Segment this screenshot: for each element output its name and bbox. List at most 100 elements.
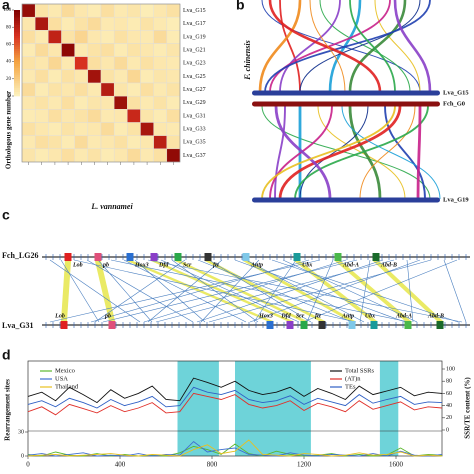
ortholog-band <box>335 261 411 321</box>
synteny-link <box>261 105 396 200</box>
gene-label: Dfd <box>280 313 291 319</box>
gene-label: Antp <box>250 262 263 268</box>
gene-box <box>436 321 444 329</box>
series-line <box>27 377 443 404</box>
heatmap-cell <box>74 56 89 71</box>
colorbar-step <box>14 91 20 95</box>
heatmap-cell <box>127 30 141 44</box>
synteny-link <box>416 105 422 200</box>
synteny-link <box>279 0 341 93</box>
heatmap-cell <box>166 95 181 110</box>
heatmap-cell <box>61 30 75 44</box>
colorbar-step <box>14 42 20 45</box>
heatmap-cell <box>48 109 62 123</box>
gene-label: Abd-A <box>395 313 412 319</box>
heatmap-cell <box>74 16 89 31</box>
colorbar-step <box>14 14 20 17</box>
heatmap-cell <box>100 3 115 18</box>
heatmap-cell <box>153 122 168 136</box>
gene-label: pb <box>104 313 111 319</box>
gene-label: pb <box>102 262 109 268</box>
heatmap-cell <box>21 148 36 163</box>
heatmap-cell <box>127 16 141 31</box>
heatmap-cell <box>100 109 115 123</box>
heatmap-cell <box>74 69 89 84</box>
colorbar-step <box>14 72 20 75</box>
heatmap-cell <box>34 69 49 84</box>
legend-label: Total SSRs <box>345 367 374 374</box>
heatmap-cell <box>140 56 154 71</box>
gene-label: ftz <box>315 313 322 319</box>
y2-axis-label: SSR/TE content (%) <box>464 377 472 439</box>
colorbar-step <box>14 61 20 65</box>
heatmap-cell <box>113 69 128 84</box>
chromosome-bar <box>252 101 440 107</box>
heatmap-cell <box>140 82 154 97</box>
y-axis-label: Orthologous gene number <box>5 91 13 169</box>
heatmap-cell <box>61 148 75 163</box>
gene-box <box>372 253 380 261</box>
heatmap-cell <box>100 30 115 44</box>
heatmap-cell <box>87 30 102 44</box>
heatmap-cell <box>140 69 154 84</box>
heatmap-cell <box>87 82 102 97</box>
heatmap-cell <box>127 135 141 150</box>
heatmap-cell <box>153 135 168 150</box>
heatmap-cell <box>166 82 181 97</box>
heatmap-cell <box>140 43 154 57</box>
legend-label: Mexico <box>55 367 75 374</box>
row-label: Lva_G17 <box>183 21 206 27</box>
synteny-link <box>269 0 391 93</box>
colorbar-step <box>14 37 20 41</box>
heatmap-cell <box>127 95 141 110</box>
y-axis-label: Rearrangement sites <box>4 379 12 441</box>
row-label: Lva_G27 <box>183 87 206 93</box>
colorbar-step <box>14 12 20 15</box>
heatmap-cell <box>87 16 102 31</box>
colorbar-step <box>14 59 20 62</box>
synteny-link <box>309 0 346 93</box>
heatmap-cell <box>166 69 181 84</box>
series-line <box>27 392 443 416</box>
colorbar-step <box>14 29 20 32</box>
colorbar-step <box>14 22 20 26</box>
heatmap-cell <box>166 43 181 57</box>
ortholog-band <box>151 261 293 321</box>
synteny-link <box>258 0 302 93</box>
panel-label: c <box>2 207 10 223</box>
ortholog-band <box>175 261 307 321</box>
heatmap-cell <box>48 69 62 84</box>
colorbar-step <box>14 74 20 77</box>
heatmap-cell <box>34 148 49 163</box>
heatmap-cell <box>34 56 49 71</box>
gene-box <box>94 253 102 261</box>
synteny-link <box>261 0 421 93</box>
heatmap-cell <box>153 56 168 71</box>
x-tick-label: 0 <box>26 461 30 469</box>
colorbar-tick-label: 80 <box>6 25 12 30</box>
heatmap-cell <box>100 82 115 97</box>
heatmap-cell <box>100 148 115 163</box>
gene-label: Hox3 <box>134 262 149 268</box>
heatmap-cell <box>113 135 128 150</box>
heatmap-cell <box>127 109 141 123</box>
y2-tick-label: 100 <box>446 366 455 372</box>
ortholog-link <box>49 259 321 323</box>
heatmap-cell <box>61 135 75 150</box>
heatmap-cell <box>166 56 181 71</box>
colorbar-step <box>14 50 20 54</box>
heatmap-cell <box>87 43 102 57</box>
ortholog-link <box>282 259 418 323</box>
row-label: Lva_G23 <box>183 61 206 67</box>
ortholog-link <box>90 259 310 323</box>
heatmap-cell <box>34 135 49 150</box>
row-label: Lva_G35 <box>183 140 206 146</box>
heatmap-cell <box>166 135 181 150</box>
ortholog-link <box>359 259 371 323</box>
synteny-link <box>279 0 301 93</box>
heatmap-cell <box>166 16 181 31</box>
x-tick-label: 800 <box>207 461 218 469</box>
ortholog-link <box>134 259 206 323</box>
heatmap-cell <box>153 16 168 31</box>
ortholog-link <box>49 259 141 323</box>
